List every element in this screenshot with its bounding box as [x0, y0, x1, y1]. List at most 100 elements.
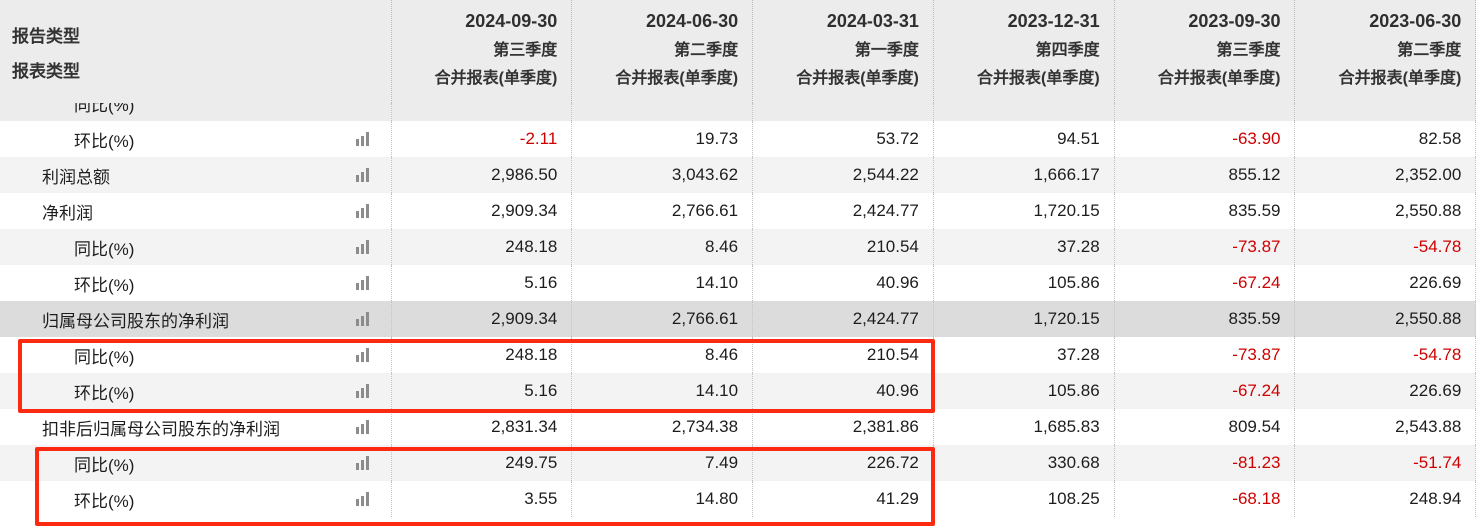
- table-row[interactable]: 净利润 2,909.34 2,766.61 2,424.77 1,720.15 835.5…: [0, 193, 1476, 229]
- bar-chart-icon[interactable]: [355, 348, 369, 362]
- table-row[interactable]: 环比(%) -2.11 19.73 53.72 94.51 -63.90 82.58: [0, 121, 1476, 157]
- data-cell[interactable]: 835.59: [1114, 301, 1296, 337]
- data-cell[interactable]: -51.74: [1294, 445, 1476, 481]
- data-cell[interactable]: 1,685.83: [933, 409, 1115, 445]
- row-label-cell[interactable]: 净利润: [0, 193, 392, 229]
- bar-chart-icon[interactable]: [355, 456, 369, 470]
- header-column-0[interactable]: 2024-09-30 第三季度 合并报表(单季度): [391, 0, 573, 103]
- data-cell[interactable]: -73.87: [1114, 337, 1296, 373]
- bar-chart-icon[interactable]: [355, 168, 369, 182]
- data-cell[interactable]: 226.69: [1294, 373, 1476, 409]
- data-cell[interactable]: -67.24: [1114, 373, 1296, 409]
- data-cell[interactable]: [571, 103, 754, 121]
- data-cell[interactable]: 2,424.77: [752, 301, 934, 337]
- data-cell[interactable]: 37.28: [933, 337, 1115, 373]
- data-cell[interactable]: 226.72: [752, 445, 934, 481]
- table-row[interactable]: 归属母公司股东的净利润 2,909.34 2,766.61 2,424.77 1,720…: [0, 301, 1476, 337]
- bar-chart-icon[interactable]: [355, 204, 369, 218]
- data-cell[interactable]: 2,550.88: [1294, 301, 1476, 337]
- row-label-cell[interactable]: 环比(%): [0, 265, 392, 301]
- bar-chart-icon[interactable]: [355, 492, 369, 506]
- table-row[interactable]: 同比(%) 248.18 8.46 210.54 37.28 -73.87 -54.78: [0, 229, 1476, 265]
- row-label-cell[interactable]: 环比(%): [0, 481, 392, 517]
- data-cell[interactable]: 8.46: [571, 229, 754, 265]
- data-cell[interactable]: 249.75: [391, 445, 573, 481]
- table-row[interactable]: 扣非后归属母公司股东的净利润 2,831.34 2,734.38 2,381.86 1,…: [0, 409, 1476, 445]
- data-cell[interactable]: 105.86: [933, 373, 1115, 409]
- row-label-cell[interactable]: 同比(%): [0, 445, 392, 481]
- data-cell[interactable]: 2,909.34: [391, 193, 573, 229]
- header-column-2[interactable]: 2024-03-31 第一季度 合并报表(单季度): [752, 0, 934, 103]
- bar-chart-icon[interactable]: [355, 384, 369, 398]
- data-cell[interactable]: 2,543.88: [1294, 409, 1476, 445]
- data-cell[interactable]: 1,720.15: [933, 193, 1115, 229]
- table-row[interactable]: 环比(%) 3.55 14.80 41.29 108.25 -68.18 248.94: [0, 481, 1476, 517]
- data-cell[interactable]: 2,352.00: [1294, 157, 1476, 193]
- row-label-cell[interactable]: 同比(%): [0, 103, 392, 121]
- data-cell[interactable]: -54.78: [1294, 337, 1476, 373]
- data-cell[interactable]: 226.69: [1294, 265, 1476, 301]
- data-cell[interactable]: 14.10: [571, 265, 754, 301]
- data-cell[interactable]: 14.80: [571, 481, 754, 517]
- data-cell[interactable]: 248.18: [391, 337, 573, 373]
- data-cell[interactable]: [752, 103, 934, 121]
- data-cell[interactable]: 210.54: [752, 229, 934, 265]
- table-row[interactable]: 环比(%) 5.16 14.10 40.96 105.86 -67.24 226.69: [0, 265, 1476, 301]
- header-column-4[interactable]: 2023-09-30 第三季度 合并报表(单季度): [1114, 0, 1296, 103]
- data-cell[interactable]: 330.68: [933, 445, 1115, 481]
- data-cell[interactable]: [391, 103, 573, 121]
- data-cell[interactable]: 40.96: [752, 265, 934, 301]
- data-cell[interactable]: [933, 103, 1115, 121]
- bar-chart-icon[interactable]: [355, 132, 369, 146]
- data-cell[interactable]: 1,720.15: [933, 301, 1115, 337]
- data-cell[interactable]: -67.24: [1114, 265, 1296, 301]
- row-label-cell[interactable]: 利润总额: [0, 157, 392, 193]
- data-cell[interactable]: 210.54: [752, 337, 934, 373]
- data-cell[interactable]: 855.12: [1114, 157, 1296, 193]
- header-column-3[interactable]: 2023-12-31 第四季度 合并报表(单季度): [933, 0, 1115, 103]
- data-cell[interactable]: 2,909.34: [391, 301, 573, 337]
- data-cell[interactable]: 2,734.38: [571, 409, 754, 445]
- data-cell[interactable]: 1,666.17: [933, 157, 1115, 193]
- data-cell[interactable]: -73.87: [1114, 229, 1296, 265]
- data-cell[interactable]: 2,831.34: [391, 409, 573, 445]
- data-cell[interactable]: 835.59: [1114, 193, 1296, 229]
- data-cell[interactable]: -68.18: [1114, 481, 1296, 517]
- table-row[interactable]: 同比(%): [0, 103, 1476, 121]
- data-cell[interactable]: -2.11: [391, 121, 573, 157]
- data-cell[interactable]: [1114, 103, 1296, 121]
- table-row[interactable]: 利润总额 2,986.50 3,043.62 2,544.22 1,666.17 855.…: [0, 157, 1476, 193]
- data-cell[interactable]: 2,544.22: [752, 157, 934, 193]
- data-cell[interactable]: 3.55: [391, 481, 573, 517]
- data-cell[interactable]: 248.18: [391, 229, 573, 265]
- data-cell[interactable]: 248.94: [1294, 481, 1476, 517]
- bar-chart-icon[interactable]: [355, 312, 369, 326]
- data-cell[interactable]: 53.72: [752, 121, 934, 157]
- data-cell[interactable]: 40.96: [752, 373, 934, 409]
- bar-chart-icon[interactable]: [355, 240, 369, 254]
- row-label-cell[interactable]: 同比(%): [0, 229, 392, 265]
- table-row[interactable]: 同比(%) 249.75 7.49 226.72 330.68 -81.23 -51.74: [0, 445, 1476, 481]
- row-label-cell[interactable]: 同比(%): [0, 337, 392, 373]
- data-cell[interactable]: 82.58: [1294, 121, 1476, 157]
- data-cell[interactable]: 7.49: [571, 445, 754, 481]
- data-cell[interactable]: 2,986.50: [391, 157, 573, 193]
- header-column-5[interactable]: 2023-06-30 第二季度 合并报表(单季度): [1294, 0, 1476, 103]
- row-label-cell[interactable]: 归属母公司股东的净利润: [0, 301, 392, 337]
- table-row[interactable]: 环比(%) 5.16 14.10 40.96 105.86 -67.24 226.69: [0, 373, 1476, 409]
- data-cell[interactable]: 2,766.61: [571, 193, 754, 229]
- data-cell[interactable]: 108.25: [933, 481, 1115, 517]
- row-label-cell[interactable]: 环比(%): [0, 121, 392, 157]
- data-cell[interactable]: 105.86: [933, 265, 1115, 301]
- data-cell[interactable]: 5.16: [391, 373, 573, 409]
- bar-chart-icon[interactable]: [355, 276, 369, 290]
- row-label-cell[interactable]: 扣非后归属母公司股东的净利润: [0, 409, 392, 445]
- data-cell[interactable]: 2,766.61: [571, 301, 754, 337]
- data-cell[interactable]: -63.90: [1114, 121, 1296, 157]
- data-cell[interactable]: 2,424.77: [752, 193, 934, 229]
- data-cell[interactable]: 94.51: [933, 121, 1115, 157]
- data-cell[interactable]: 19.73: [571, 121, 754, 157]
- header-column-1[interactable]: 2024-06-30 第二季度 合并报表(单季度): [571, 0, 754, 103]
- bar-chart-icon[interactable]: [355, 420, 369, 434]
- data-cell[interactable]: [1294, 103, 1476, 121]
